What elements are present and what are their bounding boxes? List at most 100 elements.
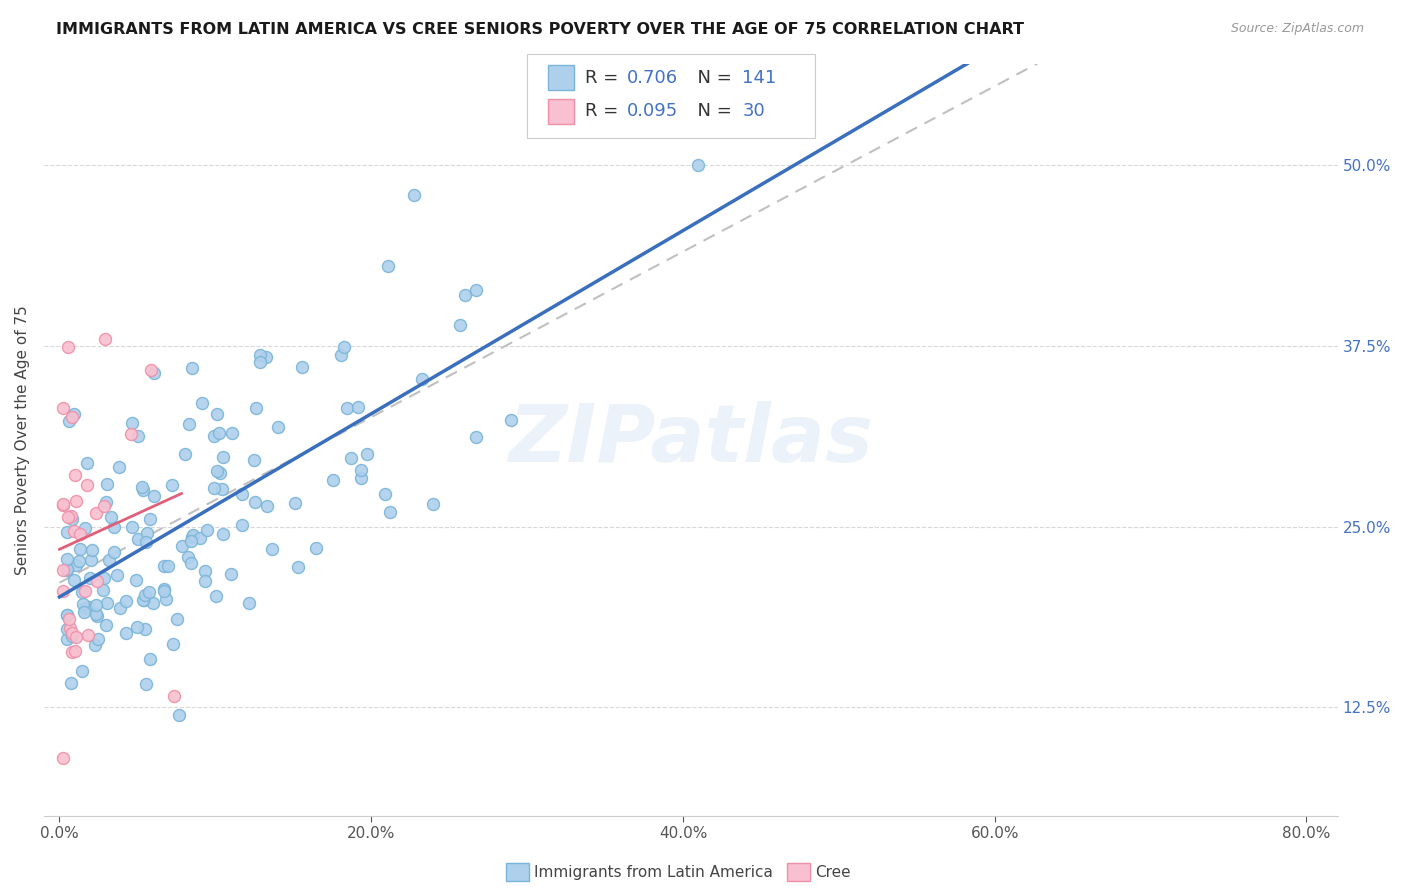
Point <box>422 497 444 511</box>
Point <box>134 622 156 636</box>
Text: 141: 141 <box>742 69 776 87</box>
Point <box>205 407 228 421</box>
Text: IMMIGRANTS FROM LATIN AMERICA VS CREE SENIORS POVERTY OVER THE AGE OF 75 CORRELA: IMMIGRANTS FROM LATIN AMERICA VS CREE SE… <box>56 22 1024 37</box>
Text: 0.095: 0.095 <box>627 103 678 120</box>
Point <box>115 625 138 640</box>
Point <box>162 637 184 651</box>
Y-axis label: Seniors Poverty Over the Age of 75: Seniors Poverty Over the Age of 75 <box>15 305 30 574</box>
Point <box>173 447 195 461</box>
Point <box>75 521 97 535</box>
Point <box>97 553 120 567</box>
Point <box>464 429 486 443</box>
Point <box>221 425 243 440</box>
Point <box>65 558 87 573</box>
Point <box>256 351 278 365</box>
Point <box>62 573 84 587</box>
Point <box>231 517 253 532</box>
Text: ZIPatlas: ZIPatlas <box>508 401 873 479</box>
Point <box>380 505 402 519</box>
Point <box>96 618 118 632</box>
Point <box>93 571 115 585</box>
Point <box>76 477 98 491</box>
Point <box>60 512 83 526</box>
Point <box>80 553 103 567</box>
Point <box>115 593 138 607</box>
Point <box>245 401 267 415</box>
Point <box>62 645 84 659</box>
Point <box>454 287 477 301</box>
Point <box>127 532 149 546</box>
Text: R =: R = <box>585 69 624 87</box>
Point <box>86 574 108 589</box>
Point <box>167 707 190 722</box>
Point <box>172 539 194 553</box>
Point <box>193 564 215 578</box>
Point <box>284 496 307 510</box>
Point <box>180 530 202 544</box>
Point <box>56 562 79 576</box>
Point <box>103 520 125 534</box>
Point <box>249 355 271 369</box>
Point <box>69 542 91 557</box>
Point <box>211 450 233 464</box>
Point <box>77 600 100 615</box>
Point <box>374 487 396 501</box>
Text: N =: N = <box>686 69 738 87</box>
Point <box>143 489 166 503</box>
Point <box>177 550 200 565</box>
Point <box>267 420 290 434</box>
Point <box>96 494 118 508</box>
Point <box>56 524 79 539</box>
Point <box>242 453 264 467</box>
Point <box>350 463 373 477</box>
Point <box>56 607 79 622</box>
Point <box>243 495 266 509</box>
Point <box>84 607 107 621</box>
Point <box>135 676 157 690</box>
Text: Source: ZipAtlas.com: Source: ZipAtlas.com <box>1230 22 1364 36</box>
Point <box>142 596 165 610</box>
Point <box>202 481 225 495</box>
Point <box>70 584 93 599</box>
Point <box>249 348 271 362</box>
Text: R =: R = <box>585 103 624 120</box>
Point <box>141 363 163 377</box>
Point <box>153 558 176 573</box>
Point <box>87 632 110 647</box>
Point <box>322 473 344 487</box>
Point <box>65 631 87 645</box>
Point <box>347 401 370 415</box>
Point <box>86 608 108 623</box>
Point <box>91 582 114 597</box>
Point <box>56 607 79 622</box>
Point <box>105 568 128 582</box>
Point <box>350 471 373 485</box>
Point <box>72 598 94 612</box>
Point <box>56 563 79 577</box>
Point <box>135 535 157 549</box>
Point <box>63 644 86 658</box>
Point <box>63 524 86 538</box>
Point <box>73 605 96 619</box>
Point <box>107 460 129 475</box>
Point <box>127 429 149 443</box>
Point <box>59 621 82 635</box>
Point <box>121 520 143 534</box>
Point <box>135 526 157 541</box>
Text: 30: 30 <box>742 103 765 120</box>
Point <box>52 497 75 511</box>
Point <box>60 509 83 524</box>
Point <box>211 527 233 541</box>
Point <box>56 552 79 566</box>
Point <box>166 611 188 625</box>
Point <box>56 623 79 637</box>
Point <box>180 361 202 376</box>
Point <box>65 467 87 482</box>
Point <box>69 527 91 541</box>
Point <box>77 628 100 642</box>
Point <box>180 533 202 548</box>
Point <box>59 676 82 690</box>
Point <box>194 574 217 588</box>
Point <box>103 545 125 559</box>
Point <box>52 401 75 416</box>
